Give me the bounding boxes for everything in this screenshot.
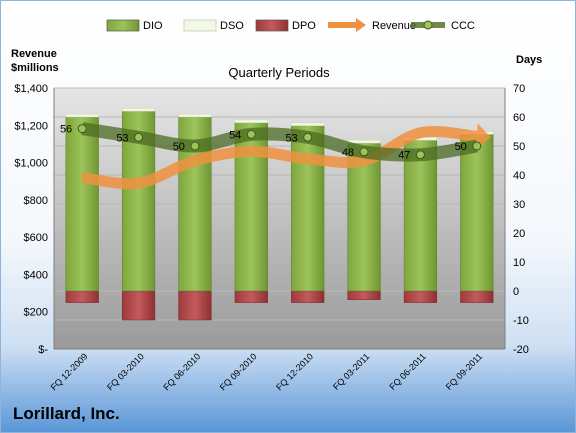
ccc-marker xyxy=(472,141,482,151)
legend-swatch-dpo xyxy=(255,19,289,32)
right-tick-label: 0 xyxy=(513,286,519,298)
left-tick-label: $- xyxy=(38,344,48,356)
left-axis: $- $200 $400 $600 $800 $1,000 $1,200 $1,400 xyxy=(14,83,48,356)
legend-label-dio: DIO xyxy=(143,20,163,32)
x-tick-label: FQ 12-2010 xyxy=(274,351,315,392)
ccc-marker xyxy=(303,132,313,142)
left-axis-title-line1: Revenue xyxy=(11,48,57,60)
dpo-bar xyxy=(291,290,325,303)
left-tick-label: $200 xyxy=(24,307,48,319)
right-tick-label: 20 xyxy=(513,228,525,240)
dio-bar xyxy=(291,125,325,292)
dio-bar xyxy=(65,116,99,292)
ccc-data-label: 48 xyxy=(342,147,354,159)
legend-label-dpo: DPO xyxy=(292,20,316,32)
ccc-data-label: 56 xyxy=(60,124,72,136)
left-tick-label: $600 xyxy=(24,232,48,244)
right-tick-label: 70 xyxy=(513,83,525,95)
dpo-bar xyxy=(347,290,381,300)
left-tick-label: $1,400 xyxy=(14,83,48,95)
dpo-bar xyxy=(121,290,156,321)
ccc-data-label: 53 xyxy=(285,132,297,144)
x-tick-label: FQ 03-2011 xyxy=(331,351,372,392)
left-tick-label: $800 xyxy=(24,195,48,207)
x-tick-label: FQ 03-2010 xyxy=(105,351,146,392)
dpo-bar xyxy=(65,290,99,303)
dio-bar xyxy=(460,134,494,292)
x-tick-label: FQ 09-2010 xyxy=(218,351,259,392)
ccc-data-label: 47 xyxy=(398,150,410,162)
ccc-data-label: 54 xyxy=(229,129,241,141)
company-name: Lorillard, Inc. xyxy=(13,404,120,423)
dso-bar xyxy=(291,122,325,126)
ccc-data-label: 50 xyxy=(173,141,185,153)
legend-swatch-dio xyxy=(106,19,140,32)
left-tick-label: $1,200 xyxy=(14,120,48,132)
right-tick-label: 50 xyxy=(513,141,525,153)
legend-label-ccc: CCC xyxy=(451,20,475,32)
dso-bar xyxy=(178,113,212,118)
ccc-marker xyxy=(246,129,256,139)
chart-title: Quarterly Periods xyxy=(228,65,330,80)
left-tick-label: $1,000 xyxy=(14,158,48,170)
right-tick-label: -10 xyxy=(513,315,529,327)
right-axis: -20 -10 0 10 20 30 40 50 60 70 xyxy=(513,83,529,356)
dso-bar xyxy=(234,119,268,124)
right-tick-label: 30 xyxy=(513,199,525,211)
legend: DIO DSO DPO Revenue CCC xyxy=(106,18,475,32)
right-axis-title: Days xyxy=(516,54,542,66)
ccc-marker xyxy=(134,132,144,142)
x-tick-label: FQ 09-2011 xyxy=(444,351,485,392)
ccc-data-label: 50 xyxy=(455,141,467,153)
right-tick-label: -20 xyxy=(513,344,529,356)
dpo-bar xyxy=(460,290,494,303)
x-tick-label: FQ 12-2009 xyxy=(49,351,90,392)
legend-label-dso: DSO xyxy=(220,20,244,32)
dso-bar xyxy=(65,113,99,118)
ccc-marker xyxy=(359,147,369,157)
ccc-marker xyxy=(415,150,425,160)
right-tick-label: 40 xyxy=(513,170,525,182)
x-tick-label: FQ 06-2010 xyxy=(161,351,202,392)
dso-bar xyxy=(121,108,156,112)
x-tick-label: FQ 06-2011 xyxy=(387,351,428,392)
left-axis-title-line2: $millions xyxy=(11,62,59,74)
dio-bar xyxy=(403,139,438,292)
ccc-data-label: 53 xyxy=(116,132,128,144)
lines-layer: 56 53 50 54 53 48 47 50 xyxy=(60,122,491,190)
legend-marker-ccc xyxy=(423,20,433,30)
ccc-marker xyxy=(190,141,200,151)
right-tick-label: 10 xyxy=(513,257,525,269)
legend-arrowhead-revenue xyxy=(356,18,366,32)
dpo-bar xyxy=(178,290,212,321)
dpo-bar xyxy=(403,290,438,303)
legend-swatch-dso xyxy=(183,19,217,32)
dpo-bar xyxy=(234,290,268,303)
ccc-line xyxy=(81,122,478,162)
ccc-marker xyxy=(77,124,87,134)
x-axis: FQ 12-2009 FQ 03-2010 FQ 06-2010 FQ 09-2010… xyxy=(49,351,485,392)
revenue-line xyxy=(81,126,478,190)
left-tick-label: $400 xyxy=(24,269,48,281)
right-tick-label: 60 xyxy=(513,112,525,124)
legend-label-revenue: Revenue xyxy=(372,20,416,32)
